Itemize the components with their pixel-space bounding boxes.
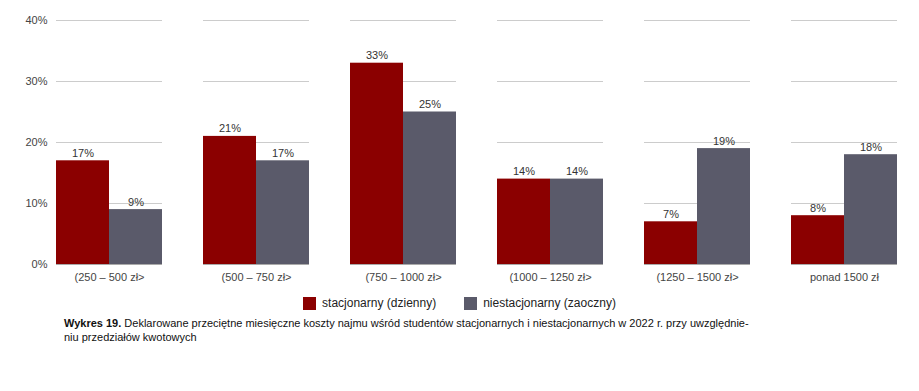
svg-text:19%: 19% <box>713 135 735 147</box>
svg-text:(750 – 1000 zł>: (750 – 1000 zł> <box>365 271 441 283</box>
svg-text:17%: 17% <box>272 147 294 159</box>
svg-text:40%: 40% <box>25 14 47 26</box>
svg-text:17%: 17% <box>72 147 94 159</box>
svg-text:(250 – 500 zł>: (250 – 500 zł> <box>74 271 144 283</box>
svg-text:14%: 14% <box>566 165 588 177</box>
svg-text:14%: 14% <box>513 165 535 177</box>
svg-text:25%: 25% <box>419 98 441 110</box>
svg-text:33%: 33% <box>366 49 388 61</box>
svg-text:10%: 10% <box>25 197 47 209</box>
svg-text:(500 – 750 zł>: (500 – 750 zł> <box>221 271 291 283</box>
svg-text:9%: 9% <box>128 196 144 208</box>
svg-text:7%: 7% <box>663 208 679 220</box>
svg-text:30%: 30% <box>25 75 47 87</box>
svg-text:18%: 18% <box>860 141 882 153</box>
svg-text:8%: 8% <box>810 202 826 214</box>
svg-text:0%: 0% <box>32 258 48 270</box>
svg-text:20%: 20% <box>25 136 47 148</box>
html-text:stacjonarny (dzienny): stacjonarny (dzienny) <box>322 296 437 310</box>
html-text:Wykres 19. Deklarowane przecię: Wykres 19. Deklarowane przeciętne miesię… <box>64 317 749 344</box>
svg-text:ponad 1500 zł: ponad 1500 zł <box>810 271 880 283</box>
html-text:niestacjonarny (zaoczny): niestacjonarny (zaoczny) <box>483 296 616 310</box>
svg-text:(1000 – 1250 zł>: (1000 – 1250 zł> <box>509 271 591 283</box>
svg-text:21%: 21% <box>219 122 241 134</box>
svg-text:(1250 – 1500 zł>: (1250 – 1500 zł> <box>656 271 738 283</box>
